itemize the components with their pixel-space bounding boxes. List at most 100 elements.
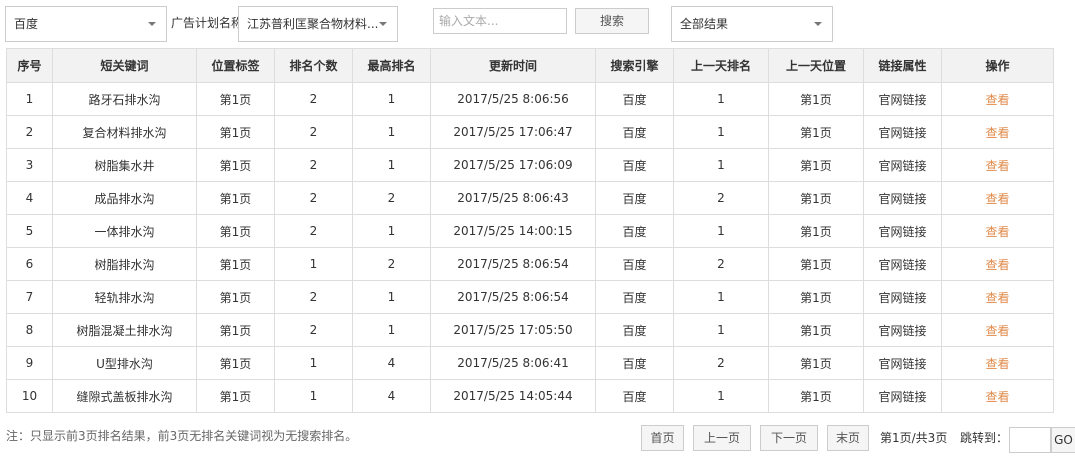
table-cell: 百度: [595, 379, 674, 413]
table-cell: 第1页: [768, 181, 864, 215]
table-cell: 百度: [595, 82, 674, 116]
table-cell: 5: [6, 214, 53, 248]
table-cell: 成品排水沟: [52, 181, 197, 215]
view-link[interactable]: 查看: [941, 115, 1054, 149]
table-cell: U型排水沟: [52, 346, 197, 380]
table-cell: 1: [673, 379, 769, 413]
column-header: 搜索引擎: [595, 48, 674, 83]
result-select[interactable]: 全部结果: [671, 6, 833, 42]
table-cell: 百度: [595, 115, 674, 149]
view-link[interactable]: 查看: [941, 82, 1054, 116]
table-cell: 1: [274, 346, 353, 380]
table-cell: 官网链接: [863, 82, 942, 116]
table-cell: 2: [274, 313, 353, 347]
table-cell: 1: [352, 115, 431, 149]
table-cell: 官网链接: [863, 214, 942, 248]
table-cell: 第1页: [768, 82, 864, 116]
table-cell: 10: [6, 379, 53, 413]
table-row: 1 路牙石排水沟 第1页 2 1 2017/5/25 8:06:56 百度 1 第1页 官网链接查…: [6, 82, 1054, 116]
table-row: 2 复合材料排水沟 第1页 2 1 2017/5/25 17:06:47 百度 1 第1页 官网链…: [6, 115, 1054, 149]
jump-label: 跳转到：: [960, 431, 1009, 445]
table-row: 7 轻轨排水沟 第1页 2 1 2017/5/25 8:06:54 百度 1 第1页 官网链接 查看: [6, 280, 1054, 314]
table-row: 3 树脂集水井 第1页 2 1 2017/5/25 17:06:09 百度 1 第1页 官网链接查…: [6, 148, 1054, 182]
table-row: 6 树脂排水沟 第1页 1 2 2017/5/25 8:06:54 百度 2 第1页 官网链接 查看: [6, 247, 1054, 281]
view-link[interactable]: 查看: [941, 280, 1054, 314]
view-link[interactable]: 查看: [941, 247, 1054, 281]
table-cell: 1: [352, 280, 431, 314]
table-cell: 官网链接: [863, 346, 942, 380]
view-link[interactable]: 查看: [941, 346, 1054, 380]
search-input[interactable]: 输入文本...: [433, 8, 567, 34]
table-cell: 树脂集水井: [52, 148, 197, 182]
table-cell: 缝隙式盖板排水沟: [52, 379, 197, 413]
table-cell: 百度: [595, 247, 674, 281]
table-cell: 官网链接: [863, 148, 942, 182]
view-link[interactable]: 查看: [941, 214, 1054, 248]
table-row: 5 一体排水沟 第1页 2 1 2017/5/25 14:00:15 百度 1 第1页 官网链接查…: [6, 214, 1054, 248]
view-link[interactable]: 查看: [941, 181, 1054, 215]
table-cell: 1: [673, 214, 769, 248]
table-cell: 2017/5/25 8:06:56: [430, 82, 596, 116]
table-cell: 百度: [595, 280, 674, 314]
table-cell: 第1页: [768, 214, 864, 248]
table-cell: 1: [274, 247, 353, 281]
table-cell: 官网链接: [863, 313, 942, 347]
table-cell: 1: [673, 82, 769, 116]
table-cell: 第1页: [196, 346, 275, 380]
table-cell: 2: [274, 115, 353, 149]
footer-note: 注：只显示前3页排名结果，前3页无排名关键词视为无搜索排名。: [6, 429, 358, 443]
table-cell: 2: [6, 115, 53, 149]
table-cell: 1: [352, 148, 431, 182]
column-header: 短关键词: [52, 48, 197, 83]
table-cell: 2: [274, 148, 353, 182]
table-cell: 2017/5/25 8:06:54: [430, 247, 596, 281]
table-cell: 2: [673, 346, 769, 380]
table-cell: 树脂排水沟: [52, 247, 197, 281]
engine-select[interactable]: 百度: [5, 6, 167, 42]
table-cell: 2017/5/25 14:05:44: [430, 379, 596, 413]
table-cell: 第1页: [196, 181, 275, 215]
table-cell: 2: [274, 280, 353, 314]
prev-page[interactable]: 上一页: [693, 425, 751, 451]
jump-input[interactable]: [1009, 427, 1051, 453]
column-header: 序号: [6, 48, 53, 83]
table-cell: 轻轨排水沟: [52, 280, 197, 314]
go-button[interactable]: GO: [1051, 427, 1075, 453]
view-link[interactable]: 查看: [941, 379, 1054, 413]
column-header: 上一天位置: [768, 48, 864, 83]
column-header: 最高排名: [352, 48, 431, 83]
table-cell: 2: [274, 181, 353, 215]
table-cell: 2017/5/25 8:06:43: [430, 181, 596, 215]
view-link[interactable]: 查看: [941, 148, 1054, 182]
next-page[interactable]: 下一页: [760, 425, 818, 451]
table-body: 1 路牙石排水沟 第1页 2 1 2017/5/25 8:06:56 百度 1 第1页 官网链接查…: [6, 82, 1054, 413]
table-cell: 2: [352, 247, 431, 281]
table-cell: 第1页: [196, 82, 275, 116]
search-button[interactable]: 搜索: [575, 8, 649, 34]
table-cell: 1: [673, 313, 769, 347]
table-row: 4 成品排水沟 第1页 2 2 2017/5/25 8:06:43 百度 2 第1页 官网链接 查看: [6, 181, 1054, 215]
table-cell: 第1页: [196, 214, 275, 248]
table-row: 9 U型排水沟 第1页 1 4 2017/5/25 8:06:41 百度 2 第1页 官网链接 查看: [6, 346, 1054, 380]
table-cell: 第1页: [768, 346, 864, 380]
table-cell: 复合材料排水沟: [52, 115, 197, 149]
plan-select[interactable]: 江苏普利匡聚合物材料...: [238, 6, 398, 42]
plan-label: 广告计划名称: [171, 16, 241, 30]
table-cell: 2: [274, 214, 353, 248]
table-cell: 官网链接: [863, 379, 942, 413]
table-cell: 百度: [595, 148, 674, 182]
view-link[interactable]: 查看: [941, 313, 1054, 347]
column-header: 更新时间: [430, 48, 596, 83]
table-row: 8 树脂混凝土排水沟 第1页 2 1 2017/5/25 17:05:50 百度 1 第1页 官网…: [6, 313, 1054, 347]
first-page[interactable]: 首页: [641, 425, 684, 451]
table-cell: 2017/5/25 17:05:50: [430, 313, 596, 347]
table-cell: 1: [352, 82, 431, 116]
table-cell: 2017/5/25 14:00:15: [430, 214, 596, 248]
last-page[interactable]: 末页: [827, 425, 869, 451]
table-cell: 第1页: [196, 247, 275, 281]
table-cell: 2017/5/25 17:06:47: [430, 115, 596, 149]
table-cell: 1: [352, 214, 431, 248]
table-cell: 第1页: [196, 313, 275, 347]
column-header: 操作: [941, 48, 1054, 83]
